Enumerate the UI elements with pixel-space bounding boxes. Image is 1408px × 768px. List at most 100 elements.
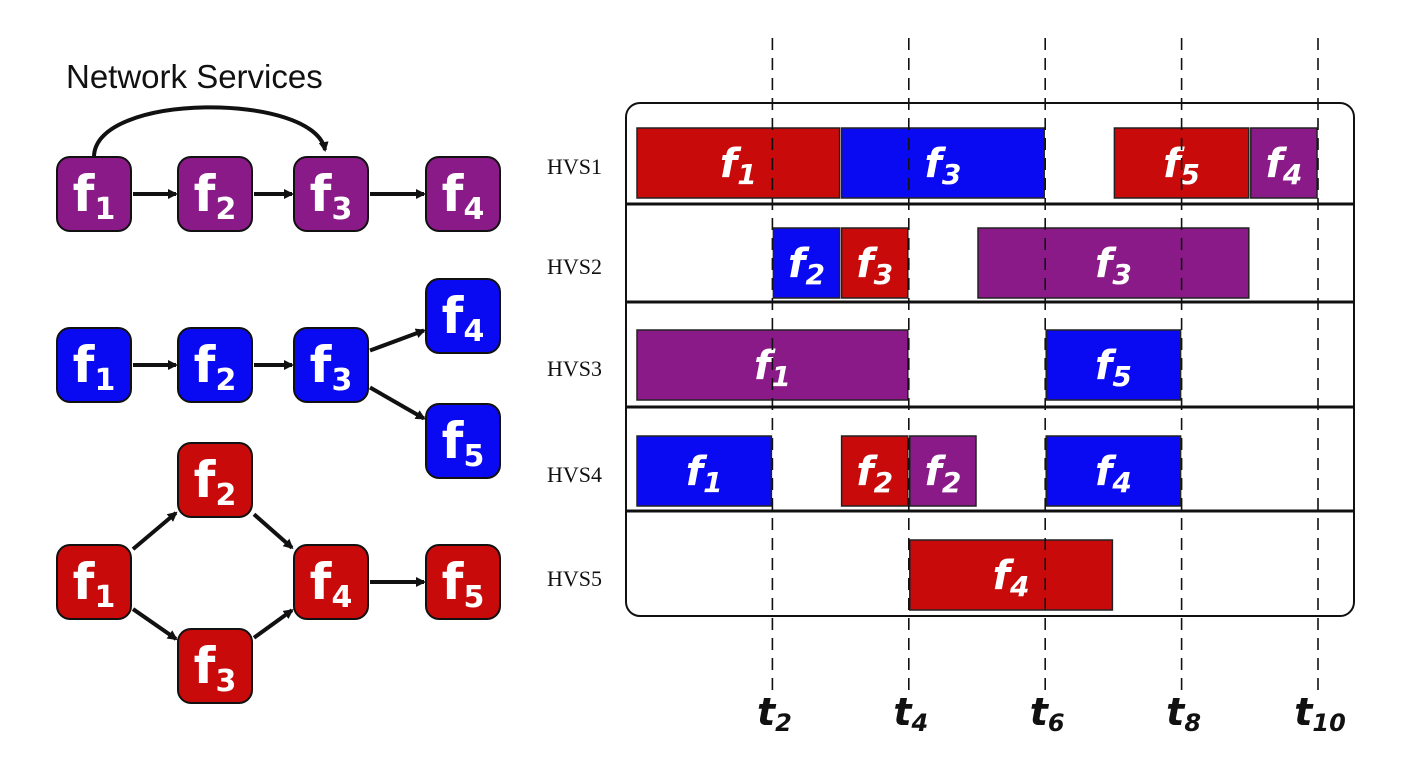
task-bar: f4 (1250, 127, 1318, 199)
task-bar-rect (909, 539, 1114, 611)
time-tick-label: t6 (1030, 690, 1065, 737)
node-box (293, 156, 369, 232)
edge-arrow (131, 607, 178, 641)
node-label: f4 (442, 287, 485, 349)
edge-arrow (131, 511, 178, 551)
task-bar: f2 (840, 435, 909, 507)
node-label: f2 (194, 336, 237, 398)
hvs-row-4: HVS4 f1 f2 f2 f4 (547, 435, 1182, 507)
task-bar-label: f5 (1163, 141, 1200, 191)
task-bar-label: f2 (856, 449, 893, 499)
task-bar-label: f2 (788, 241, 825, 291)
task-bar-rect (636, 127, 841, 199)
node-box (293, 544, 369, 620)
node-box (177, 156, 253, 232)
node-box (177, 442, 253, 518)
node-box (56, 327, 132, 403)
task-bar-rect (840, 127, 1045, 199)
function-node-b4: f4 (425, 278, 501, 354)
node-label: f3 (194, 637, 237, 699)
edge-arrow (92, 105, 329, 158)
hvs-row-3: HVS3 f1 f5 (547, 329, 1182, 401)
task-bar-label: f5 (1095, 343, 1132, 393)
hvs-row-2: HVS2 f2 f3 f3 (547, 227, 1250, 299)
hvs-label: HVS2 (547, 254, 602, 279)
task-bar-label: f3 (856, 241, 893, 291)
service-graph-1: f1 f2 f3 f4 (56, 105, 501, 232)
function-node-r3: f3 (177, 628, 253, 704)
time-tick-label: t10 (1294, 690, 1346, 737)
function-node-b5: f5 (425, 403, 501, 479)
task-bar-rect (1045, 329, 1182, 401)
task-bar: f4 (909, 539, 1114, 611)
node-label: f2 (194, 165, 237, 227)
task-bar-rect (840, 435, 909, 507)
task-bar-rect (840, 227, 909, 299)
node-label: f5 (442, 553, 485, 615)
node-label: f2 (194, 451, 237, 513)
function-node-p2: f2 (177, 156, 253, 232)
node-label: f5 (442, 412, 485, 474)
task-bar: f3 (977, 227, 1250, 299)
node-box (425, 156, 501, 232)
hvs-label: HVS5 (547, 566, 602, 591)
task-bar-label: f4 (1095, 449, 1132, 499)
function-node-b1: f1 (56, 327, 132, 403)
network-services-title: Network Services (66, 58, 323, 95)
hvs-label: HVS4 (547, 462, 602, 487)
node-label: f3 (310, 336, 353, 398)
node-box (425, 403, 501, 479)
hvs-schedule: HVS1 f1 f3 f5 f4 HVS2 f2 f3 f3 HVS3 f1 f5 HVS4 f1 f2 f2… (547, 38, 1355, 737)
edge-arrow (369, 328, 426, 353)
hvs-row-5: HVS5 f4 (547, 539, 1114, 611)
task-bar-label: f3 (1095, 241, 1132, 291)
function-node-p1: f1 (56, 156, 132, 232)
task-bar: f1 (636, 435, 773, 507)
task-bar: f4 (1045, 435, 1182, 507)
task-bar-rect (1045, 435, 1182, 507)
task-bar-rect (909, 435, 977, 507)
schedule-frame (625, 102, 1355, 617)
time-tick-label: t2 (757, 690, 792, 737)
node-box (293, 327, 369, 403)
task-bar: f2 (909, 435, 977, 507)
function-node-r2: f2 (177, 442, 253, 518)
service-graph-2: f1 f2 f3 f4 f5 (56, 278, 501, 479)
task-bar-rect (772, 227, 841, 299)
function-node-b2: f2 (177, 327, 253, 403)
function-node-b3: f3 (293, 327, 369, 403)
task-bar-label: f1 (720, 141, 757, 191)
edge-arrow (369, 385, 426, 421)
task-bar-label: f1 (686, 449, 723, 499)
function-node-p3: f3 (293, 156, 369, 232)
task-bar-label: f2 (924, 449, 961, 499)
node-label: f1 (73, 336, 116, 398)
task-bar-rect (977, 227, 1250, 299)
task-bar-label: f4 (993, 553, 1030, 603)
node-box (56, 156, 132, 232)
task-bar-label: f1 (754, 343, 791, 393)
task-bar-label: f3 (924, 141, 961, 191)
time-tick-label: t8 (1166, 690, 1201, 737)
hvs-label: HVS3 (547, 356, 602, 381)
node-box (177, 327, 253, 403)
node-label: f4 (310, 553, 353, 615)
task-bar: f5 (1045, 329, 1182, 401)
node-box (56, 544, 132, 620)
edge-arrow (252, 608, 294, 640)
task-bar-label: f4 (1265, 141, 1302, 191)
time-tick-label: t4 (893, 690, 928, 737)
task-bar-rect (636, 435, 773, 507)
hvs-row-1: HVS1 f1 f3 f5 f4 (547, 127, 1318, 199)
function-node-r1: f1 (56, 544, 132, 620)
edge-arrow (252, 512, 294, 550)
network-services-graphs: f1 f2 f3 f4 f1 f2 f3 f4 f5 f1 f2 f3 f4 f5 (56, 105, 501, 704)
node-box (177, 628, 253, 704)
task-bar: f3 (840, 227, 909, 299)
function-node-r5: f5 (425, 544, 501, 620)
function-node-r4: f4 (293, 544, 369, 620)
service-graph-3: f1 f2 f3 f4 f5 (56, 442, 501, 704)
function-node-p4: f4 (425, 156, 501, 232)
node-label: f3 (310, 165, 353, 227)
